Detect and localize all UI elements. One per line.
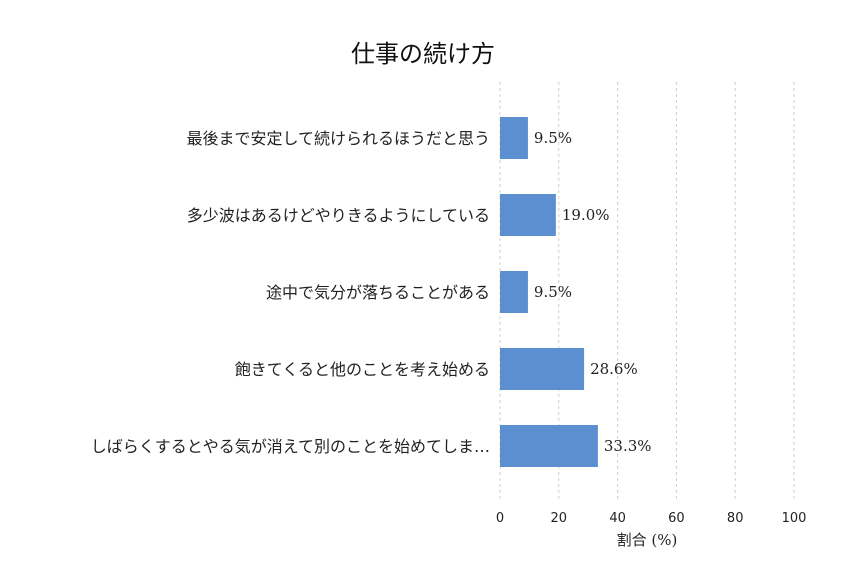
bar-3 [500, 348, 585, 390]
value-labels: 9.5% 19.0% 9.5% 28.6% 33.3% [534, 129, 652, 455]
x-tick-label-5: 100 [782, 511, 807, 526]
x-axis-ticks: 0 20 40 60 80 100 [496, 511, 807, 526]
bar-1 [500, 194, 556, 236]
category-label-4: しばらくするとやる気が消えて別のことを始めてしま… [91, 437, 490, 456]
value-label-2: 9.5% [534, 283, 572, 301]
x-tick-label-1: 20 [551, 511, 568, 526]
value-label-4: 33.3% [604, 437, 652, 455]
chart-title: 仕事の続け方 [351, 40, 495, 68]
x-axis-label: 割合 (%) [617, 531, 678, 549]
x-tick-label-0: 0 [496, 511, 504, 526]
bar-2 [500, 271, 528, 313]
category-label-2: 途中で気分が落ちることがある [266, 283, 490, 302]
bars [500, 117, 598, 467]
bar-0 [500, 117, 528, 159]
value-label-3: 28.6% [590, 360, 638, 378]
x-tick-label-4: 80 [727, 511, 744, 526]
category-label-3: 飽きてくると他のことを考え始める [235, 360, 490, 379]
x-tick-label-2: 40 [609, 511, 626, 526]
value-label-0: 9.5% [534, 129, 572, 147]
value-label-1: 19.0% [562, 206, 610, 224]
category-label-0: 最後まで安定して続けられるほうだと思う [186, 129, 490, 148]
category-labels: 最後まで安定して続けられるほうだと思う多少波はあるけどやりきるようにしている途中… [91, 129, 490, 456]
bar-4 [500, 425, 598, 467]
x-tick-label-3: 60 [668, 511, 685, 526]
category-label-1: 多少波はあるけどやりきるようにしている [187, 206, 490, 225]
